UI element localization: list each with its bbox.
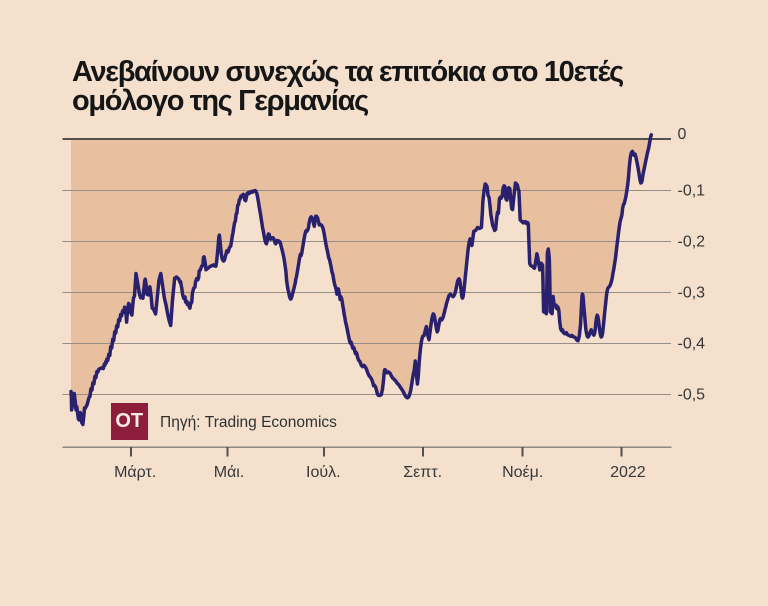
- svg-text:Μάρτ.: Μάρτ.: [114, 464, 156, 481]
- svg-text:2022: 2022: [610, 464, 646, 481]
- svg-text:0: 0: [678, 126, 687, 143]
- svg-text:Ιούλ.: Ιούλ.: [306, 464, 341, 481]
- svg-text:Νοέμ.: Νοέμ.: [502, 464, 543, 481]
- svg-text:Σεπτ.: Σεπτ.: [403, 464, 442, 481]
- svg-text:Μάι.: Μάι.: [214, 464, 245, 481]
- svg-text:-0,4: -0,4: [678, 335, 706, 352]
- svg-text:-0,1: -0,1: [678, 182, 706, 199]
- svg-text:-0,3: -0,3: [678, 284, 706, 301]
- svg-text:-0,5: -0,5: [678, 386, 706, 403]
- svg-text:-0,2: -0,2: [678, 233, 706, 250]
